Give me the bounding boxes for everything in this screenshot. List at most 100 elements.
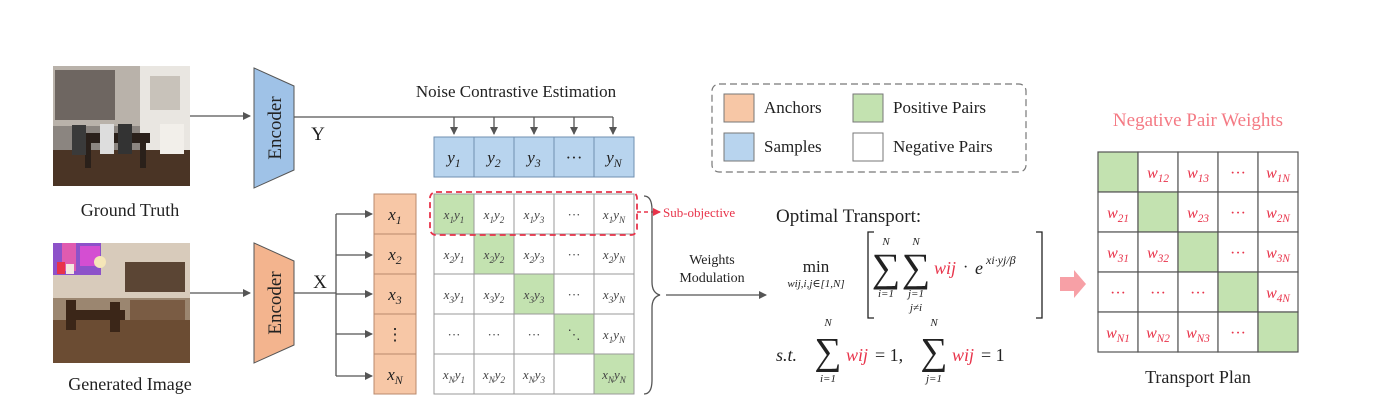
cell-label: x2​y2​: [483, 247, 505, 265]
cell-label: x3​y3​: [523, 287, 545, 305]
cell-label: ⋮: [387, 325, 404, 344]
cell-label: y1​: [445, 148, 461, 170]
weight-cell: [1177, 231, 1219, 273]
ot-exp-base: e: [975, 258, 983, 278]
ot-title: Optimal Transport:: [776, 206, 921, 227]
sub-objective-label: Sub-objective: [663, 205, 735, 220]
legend: Anchors Positive Pairs Samples Negative …: [711, 83, 1027, 173]
cell-label: xN​yN​: [601, 367, 627, 385]
legend-label-negative: Negative Pairs: [893, 137, 993, 156]
cell-label: x1​y1​: [443, 207, 465, 225]
legend-frame: [711, 83, 1027, 173]
weight-cell: [1137, 311, 1179, 353]
ot-outer-sum-top: N: [881, 236, 890, 248]
cell-label: ···: [1150, 285, 1166, 302]
matrix-cell: [513, 353, 555, 395]
weight-cell: [1137, 191, 1179, 233]
cell-label: y3​: [525, 148, 541, 170]
legend-label-positive: Positive Pairs: [893, 98, 986, 117]
ot-constraint2-sub: j=1: [924, 373, 942, 385]
ot-inner-sum: ∑: [902, 245, 931, 290]
ot-right-bracket: [1036, 231, 1043, 319]
ot-inner-sum-cond: j≠i: [908, 302, 922, 314]
cell-label: x1​yN​: [602, 207, 626, 225]
cell-label: wN3​: [1186, 325, 1210, 345]
ot-constraint2-top: N: [929, 317, 938, 329]
encoder-output-x: X: [313, 272, 327, 293]
generated-image-label: Generated Image: [68, 374, 191, 394]
weight-cell: [1257, 191, 1299, 233]
weight-cell: [1177, 151, 1219, 193]
weight-cell: [1257, 151, 1299, 193]
samples-row: y1​ y2​ y3​ ··· yN​: [433, 136, 635, 178]
weight-cell: [1097, 191, 1139, 233]
cell-label: x2​yN​: [602, 247, 626, 265]
nce-title: Noise Contrastive Estimation: [416, 82, 617, 101]
ot-weight-term: wij: [934, 258, 956, 278]
ot-min: min: [803, 257, 830, 276]
transport-arrow: [1060, 270, 1086, 298]
ground-truth-label: Ground Truth: [81, 200, 180, 220]
cell-label: x3​yN​: [602, 287, 626, 305]
cell-label: w31​: [1107, 245, 1129, 265]
weight-cell: [1177, 191, 1219, 233]
weights-panel-caption: Transport Plan: [1145, 367, 1251, 387]
weights-modulation-line2: Modulation: [679, 271, 744, 286]
cell-label: x2​y3​: [523, 247, 545, 265]
cell-label: wN2​: [1146, 325, 1170, 345]
cell-label: x1​y3​: [523, 207, 545, 225]
weight-cell: [1097, 311, 1139, 353]
cell-label: w23​: [1187, 205, 1209, 225]
legend-swatch-anchors: [723, 93, 755, 123]
weight-cell: [1177, 311, 1219, 353]
weight-cell: [1257, 271, 1299, 313]
legend-label-anchors: Anchors: [764, 98, 822, 117]
sub-objective-highlight: [429, 191, 638, 236]
weight-cell: [1217, 311, 1259, 353]
legend-swatch-samples: [723, 132, 755, 162]
cell-label: xN​y1​: [442, 367, 465, 385]
anchors-column: x1​ x2​ x3​ ⋮ xN​: [373, 193, 417, 395]
matrix-cell: [513, 233, 555, 275]
cell-label: ···: [448, 327, 461, 342]
weight-cell: [1257, 311, 1299, 353]
cell-label: ···: [488, 327, 501, 342]
cell-label: yN​: [604, 148, 623, 170]
weight-cell: [1097, 231, 1139, 273]
encoder-output-y: Y: [311, 124, 325, 145]
cell-label: x1​y2​: [483, 207, 505, 225]
weights-modulation-line1: Weights: [689, 253, 735, 268]
cell-label: w12​: [1147, 165, 1169, 185]
cell-label: w3N​: [1266, 245, 1290, 265]
legend-swatch-positive: [852, 93, 884, 123]
cell-label: ···: [1230, 205, 1246, 222]
cell-label: xN​: [386, 365, 404, 387]
ot-st-label: s.t.: [776, 345, 797, 365]
sample-cell: [473, 136, 515, 178]
ot-constraint1-sub: i=1: [820, 373, 836, 385]
ot-exp-power: xi·yj/β: [985, 253, 1016, 267]
cell-label: xN​y2​: [482, 367, 506, 385]
matrix-cell: [553, 273, 595, 315]
cell-label: y2​: [485, 148, 501, 170]
ot-left-bracket: [867, 231, 874, 319]
ot-constraint2-weight: wij: [952, 345, 974, 365]
sample-cell: [513, 136, 555, 178]
bottom-encoder: Encoder: [253, 242, 295, 364]
cell-label: w1N​: [1266, 165, 1290, 185]
matrix-cell: [473, 353, 515, 395]
matrix-cell: [473, 193, 515, 235]
nce-connector: [294, 116, 617, 135]
cell-label: x3​: [387, 285, 402, 307]
cell-label: w21​: [1107, 205, 1129, 225]
generated-photo: [53, 243, 190, 363]
weight-cell: [1137, 271, 1179, 313]
cell-label: ···: [1230, 165, 1246, 182]
ot-constraint2-sum: ∑: [920, 331, 947, 373]
matrix-brace: [643, 195, 661, 395]
matrix-cell: [553, 353, 595, 395]
cell-label: w32​: [1147, 245, 1169, 265]
matrix-cell: [593, 273, 635, 315]
cell-label: x1​: [387, 205, 402, 227]
